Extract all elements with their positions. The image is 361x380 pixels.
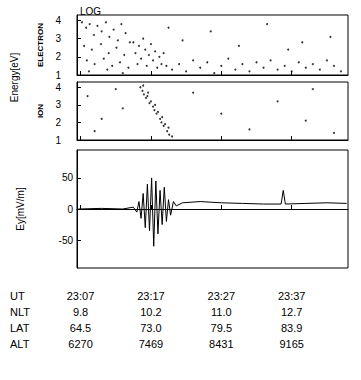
svg-text:ALT: ALT (10, 338, 30, 350)
svg-text:4: 4 (55, 15, 61, 26)
svg-text:ELECTRON: ELECTRON (36, 23, 45, 67)
svg-text:10.2: 10.2 (140, 306, 161, 318)
svg-text:73.0: 73.0 (140, 322, 161, 334)
svg-text:1: 1 (55, 135, 61, 146)
svg-text:64.5: 64.5 (70, 322, 91, 334)
svg-text:8431: 8431 (209, 338, 233, 350)
svg-text:Energy[eV]: Energy[eV] (9, 53, 20, 103)
svg-text:11.0: 11.0 (211, 306, 232, 318)
svg-text:23:17: 23:17 (137, 290, 165, 302)
svg-text:2: 2 (55, 117, 61, 128)
svg-text:-50: -50 (59, 235, 74, 246)
svg-text:50: 50 (62, 172, 74, 183)
svg-text:UT: UT (10, 290, 25, 302)
svg-text:79.5: 79.5 (211, 322, 232, 334)
svg-text:3: 3 (55, 33, 61, 44)
svg-text:Ey[mV/m]: Ey[mV/m] (15, 187, 26, 231)
svg-text:1: 1 (55, 70, 61, 81)
svg-text:LOG: LOG (80, 6, 101, 17)
svg-text:ION: ION (36, 104, 45, 118)
svg-text:7469: 7469 (139, 338, 163, 350)
svg-text:LAT: LAT (10, 322, 30, 334)
svg-text:9165: 9165 (279, 338, 303, 350)
svg-text:3: 3 (55, 99, 61, 110)
svg-text:23:37: 23:37 (278, 290, 306, 302)
svg-text:NLT: NLT (10, 306, 30, 318)
svg-text:4: 4 (55, 82, 61, 93)
svg-text:0: 0 (67, 204, 73, 215)
svg-text:9.8: 9.8 (73, 306, 88, 318)
svg-text:83.9: 83.9 (281, 322, 302, 334)
svg-text:23:27: 23:27 (208, 290, 236, 302)
svg-text:2: 2 (55, 51, 61, 62)
svg-text:23:07: 23:07 (67, 290, 95, 302)
svg-text:6270: 6270 (68, 338, 92, 350)
svg-text:12.7: 12.7 (281, 306, 302, 318)
